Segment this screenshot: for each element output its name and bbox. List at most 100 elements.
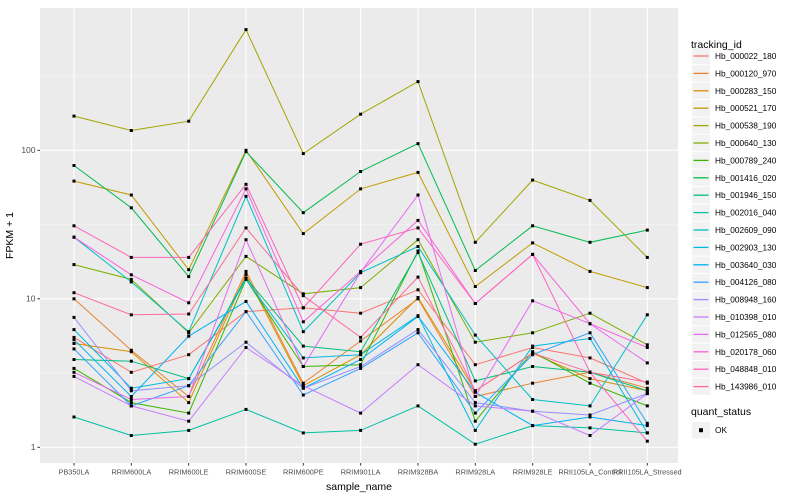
data-point (473, 302, 477, 305)
data-point (473, 363, 477, 367)
data-point (473, 428, 477, 432)
data-point (531, 331, 535, 335)
data-point (359, 428, 363, 432)
data-point (187, 312, 191, 316)
data-point (588, 240, 592, 244)
data-point (473, 395, 477, 398)
data-point (301, 393, 305, 397)
data-point (359, 170, 363, 173)
data-point (129, 280, 133, 284)
data-point (473, 401, 477, 405)
data-point (416, 275, 420, 279)
data-point (473, 379, 477, 383)
legend-label-Hb_000521_170: Hb_000521_170 (715, 103, 777, 113)
quant-ok-point (699, 428, 703, 433)
data-point (187, 275, 191, 279)
data-point (473, 269, 477, 272)
data-point (129, 404, 133, 408)
data-point (588, 377, 592, 381)
data-point (359, 187, 363, 191)
data-point (72, 235, 76, 239)
legend-label-Hb_012565_080: Hb_012565_080 (715, 329, 777, 339)
data-point (588, 413, 592, 417)
data-point (244, 269, 248, 273)
data-point (187, 419, 191, 423)
data-point (588, 311, 592, 315)
legend-label-Hb_000283_150: Hb_000283_150 (715, 86, 777, 96)
legend-label-Hb_000120_970: Hb_000120_970 (715, 68, 777, 78)
data-point (301, 152, 305, 156)
data-point (129, 313, 133, 317)
x-tick-label: RRIM600LE (169, 468, 209, 477)
data-point (301, 306, 305, 310)
x-tick-label: RRII105LA_Stressed (613, 468, 682, 477)
data-point (416, 331, 420, 335)
legend-label-Hb_000538_190: Hb_000538_190 (715, 121, 777, 131)
x-tick-label: RRIM600PE (283, 468, 324, 477)
data-point (531, 409, 535, 413)
data-point (645, 343, 649, 347)
data-point (359, 366, 363, 370)
data-point (416, 363, 420, 367)
data-point (359, 286, 363, 290)
data-point (645, 346, 649, 349)
data-point (72, 358, 76, 361)
data-point (416, 404, 420, 408)
data-point (187, 401, 191, 405)
data-point (244, 182, 248, 186)
data-point (72, 366, 76, 370)
legend-label-Hb_000022_180: Hb_000022_180 (715, 51, 777, 61)
data-point (301, 211, 305, 215)
data-point (72, 342, 76, 345)
data-point (72, 315, 76, 319)
data-point (588, 198, 592, 202)
data-point (187, 353, 191, 357)
data-point (473, 411, 477, 415)
data-point (359, 411, 363, 415)
data-point (187, 255, 191, 259)
data-point (588, 415, 592, 419)
x-tick-label: RRIM928LE (513, 468, 553, 477)
data-point (359, 358, 363, 361)
data-point (645, 386, 649, 390)
data-point (531, 381, 535, 385)
data-point (244, 340, 248, 344)
data-point (531, 344, 535, 348)
data-point (416, 238, 420, 242)
data-point (359, 335, 363, 339)
data-point (301, 431, 305, 435)
data-point (359, 112, 363, 116)
data-point (301, 292, 305, 296)
y-tick-label: 10 (26, 294, 36, 304)
data-point (72, 338, 76, 342)
data-point (72, 328, 76, 332)
y-axis-title: FPKM + 1 (4, 212, 16, 259)
data-point (72, 263, 76, 267)
data-point (187, 428, 191, 432)
data-point (72, 370, 76, 374)
data-point (301, 294, 305, 298)
data-point (301, 356, 305, 360)
legend-label-Hb_048848_010: Hb_048848_010 (715, 364, 777, 374)
data-point (301, 330, 305, 334)
data-point (531, 252, 535, 256)
data-point (359, 242, 363, 246)
data-point (645, 255, 649, 259)
data-point (359, 311, 363, 315)
data-point (359, 363, 363, 367)
data-point (645, 439, 649, 443)
data-point (244, 238, 248, 242)
data-point (129, 277, 133, 281)
x-tick-label: PB350LA (59, 468, 90, 477)
data-point (244, 346, 248, 349)
data-point (129, 370, 133, 374)
data-point (187, 384, 191, 388)
data-point (645, 380, 649, 384)
data-point (588, 426, 592, 430)
x-tick-label: RRII105LA_Control (558, 468, 622, 477)
quant-legend-title: quant_status (691, 406, 751, 418)
data-point (416, 193, 420, 197)
data-point (473, 285, 477, 288)
data-point (416, 315, 420, 318)
